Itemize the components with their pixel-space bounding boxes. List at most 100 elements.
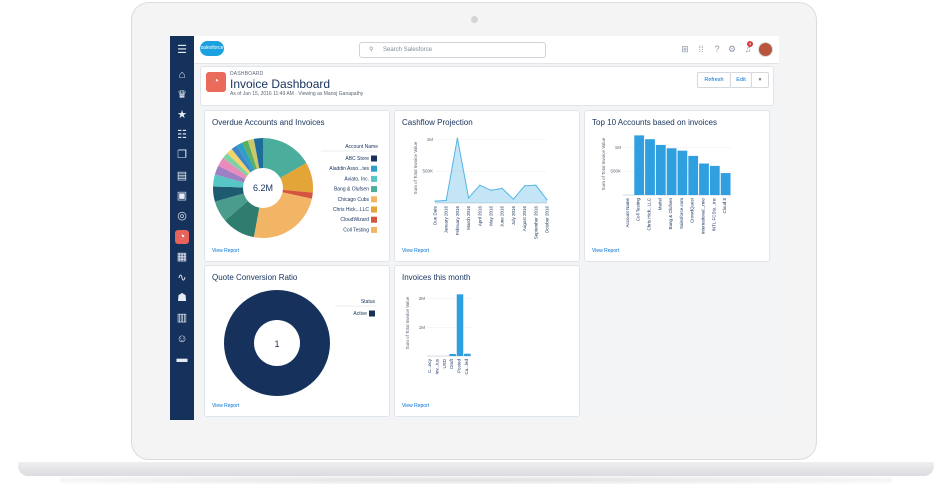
bar[interactable] [456, 294, 464, 356]
data-point[interactable] [434, 200, 436, 202]
refresh-button[interactable]: Refresh [697, 72, 731, 88]
bar[interactable] [666, 148, 677, 195]
data-point[interactable] [490, 189, 492, 191]
clipboard-icon[interactable]: ▦ [176, 251, 188, 263]
bar[interactable] [645, 139, 655, 195]
data-point[interactable] [445, 199, 447, 202]
task-list-icon[interactable]: ☷ [177, 129, 187, 141]
donut-hole [254, 320, 300, 366]
contacts-card-icon[interactable]: ▣ [176, 190, 188, 202]
bar[interactable] [449, 353, 456, 356]
legend-item-label: CloudWizard [340, 217, 369, 223]
x-tick-label: Inv...tus [435, 358, 440, 374]
data-point[interactable] [501, 187, 503, 189]
view-report-link[interactable]: View Report [402, 248, 430, 254]
salesforce-logo[interactable]: salesforce [200, 41, 224, 56]
bar[interactable] [634, 135, 645, 195]
breadcrumb: DASHBOARD [230, 71, 264, 77]
crown-icon[interactable]: ♛ [177, 89, 187, 101]
legend-item-label: ABC Store [345, 156, 369, 162]
y-tick-label: 1M [419, 325, 426, 330]
x-tick-label: Cloud 8 [722, 198, 727, 214]
person-icon[interactable]: ☺ [176, 333, 188, 345]
data-point[interactable] [456, 137, 458, 139]
bar[interactable] [720, 173, 731, 195]
quote-conversion-card: Quote Conversion Ratio 1 Status Active V… [204, 265, 390, 417]
target-icon[interactable]: ◎ [177, 210, 187, 222]
page-subtitle: As of Jan 15, 2016 11:49 AM · Viewing as… [230, 91, 364, 97]
laptop-base [18, 462, 934, 476]
calendar-icon[interactable]: ▥ [176, 312, 188, 324]
page-title: Invoice Dashboard [230, 77, 331, 91]
avatar[interactable] [758, 42, 773, 57]
legend-item-label: Coll Testing [343, 227, 369, 233]
x-tick-label: CrowdQuest [690, 197, 695, 223]
bar[interactable] [655, 144, 666, 195]
laptop-shadow [60, 476, 892, 484]
global-search-input[interactable]: ⚲ Search Salesforce [359, 42, 546, 58]
cashflow-projection-card: Cashflow Projection Sum of Total Invoice… [394, 110, 580, 262]
area-fill [435, 138, 547, 203]
groups-icon[interactable]: ☗ [177, 292, 187, 304]
legend-swatch [371, 175, 377, 182]
data-point[interactable] [524, 185, 526, 187]
card-title: Cashflow Projection [402, 118, 473, 127]
x-tick-label: Mattel [657, 198, 662, 210]
legend-item-label: Aladdin Asso...tes [329, 166, 369, 172]
cashflow-area-chart: Sum of Total Invoice Value 500K 1M Due Date… [413, 137, 550, 239]
view-report-link[interactable]: View Report [402, 403, 430, 409]
data-point[interactable] [479, 184, 481, 186]
x-tick-label: Account Name [625, 198, 630, 228]
view-report-link[interactable]: View Report [212, 403, 240, 409]
pulse-icon[interactable]: ∿ [177, 272, 187, 284]
bar[interactable] [709, 165, 720, 195]
help-icon[interactable]: ? [714, 44, 720, 54]
x-tick-label: USD [442, 358, 447, 368]
more-actions-button[interactable]: ▾ [751, 72, 769, 88]
x-tick-label: April 2016 [477, 206, 482, 227]
dashboard-icon[interactable]: ◔ [175, 230, 189, 244]
legend-swatch [371, 216, 377, 223]
x-tick-label: International...rmo [701, 198, 706, 235]
view-report-link[interactable]: View Report [592, 248, 620, 254]
app-launcher-icon[interactable]: ⁞⁞ [698, 44, 704, 54]
view-report-link[interactable]: View Report [212, 248, 240, 254]
x-tick-label: INTL FCStu...Inc [711, 197, 716, 231]
report-icon[interactable]: ▤ [176, 170, 188, 182]
card-title: Top 10 Accounts based on invoices [592, 118, 717, 127]
home-icon[interactable]: ⌂ [178, 69, 186, 81]
files-icon[interactable]: ❐ [177, 149, 187, 161]
legend-swatch [371, 226, 377, 233]
overdue-donut-chart: 6.2M Account Name ABC Store Aladdin Asso.… [213, 138, 378, 238]
data-point[interactable] [535, 184, 537, 186]
notification-badge: 4 [747, 41, 753, 47]
y-axis-label: Sum of Total Invoice Value [601, 137, 606, 190]
x-tick-label: Due Date [433, 206, 438, 226]
y-tick-label: 1M [427, 137, 434, 142]
data-point[interactable] [512, 198, 514, 200]
data-point[interactable] [546, 199, 548, 201]
search-placeholder: Search Salesforce [383, 47, 433, 53]
legend-item-label: Aviato, Inc. [344, 176, 369, 182]
legend-swatch [371, 196, 377, 203]
app-screen: ☰ ⌂ ♛ ★ ☷ ❐ ▤ ▣ ◎ ◔ ▦ ∿ ☗ ▥ ☺ ▬ salesfor… [170, 36, 779, 420]
star-icon[interactable]: ★ [177, 109, 187, 121]
card-title: Quote Conversion Ratio [212, 273, 298, 282]
add-icon[interactable]: ⊞ [681, 44, 689, 54]
bar[interactable] [464, 353, 471, 356]
bar[interactable] [688, 155, 699, 195]
notifications-icon[interactable]: ♫ [744, 44, 752, 54]
x-tick-label: Draft [449, 358, 454, 369]
x-tick-label: Salesforce.com [679, 198, 684, 229]
bar[interactable] [677, 150, 688, 195]
camera-dot [471, 16, 478, 23]
edit-button[interactable]: Edit [730, 72, 752, 88]
legend-swatch [371, 186, 377, 193]
menu-icon[interactable]: ☰ [177, 44, 187, 56]
bar[interactable] [699, 163, 709, 195]
briefcase-icon[interactable]: ▬ [176, 353, 188, 365]
search-icon: ⚲ [369, 47, 374, 53]
y-axis-label: Sum of Total Invoice Value [405, 296, 410, 349]
data-point[interactable] [468, 197, 470, 199]
settings-icon[interactable]: ⚙ [727, 44, 737, 54]
